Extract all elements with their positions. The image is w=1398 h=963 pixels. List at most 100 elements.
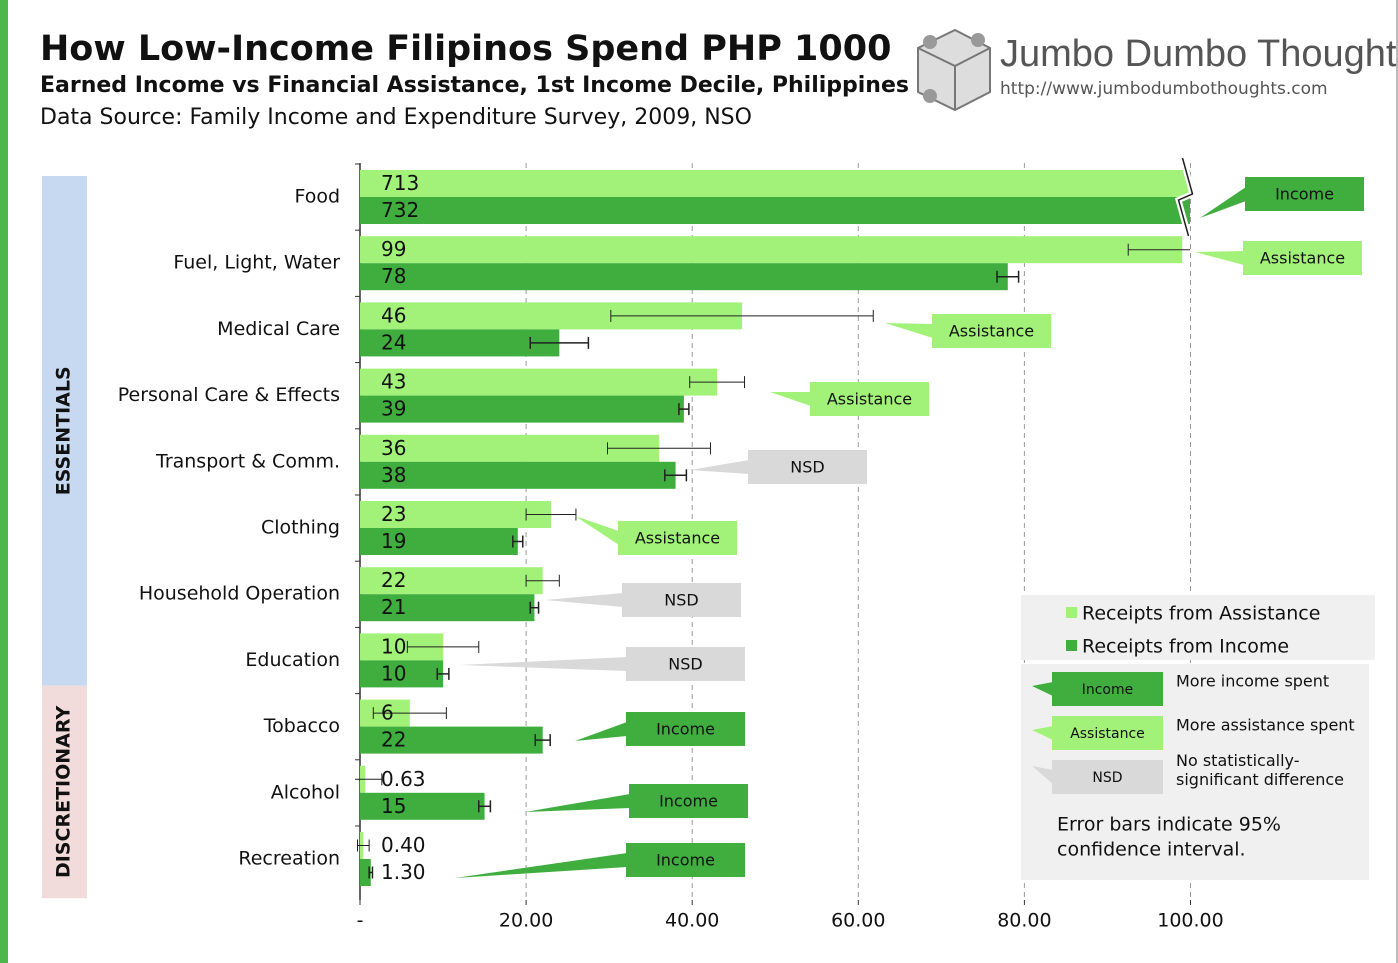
callout-box [932, 314, 1051, 348]
callout-label: Assistance [1260, 249, 1345, 268]
callout-label: Assistance [635, 529, 720, 548]
x-tick-label: 40.00 [665, 910, 719, 932]
callout-pointer [770, 392, 811, 406]
error-bar [678, 403, 690, 416]
callout-pointer [575, 516, 619, 545]
legend-swatch [1066, 640, 1077, 651]
callout-pointer [885, 323, 933, 338]
callout-label: NSD [664, 591, 698, 610]
bar [360, 368, 718, 396]
chart-source: Data Source: Family Income and Expenditu… [40, 105, 752, 130]
value-label: 0.40 [381, 833, 426, 857]
bar [360, 594, 535, 622]
error-bar [478, 800, 492, 813]
logo-icon [917, 28, 991, 112]
error-bar [525, 574, 560, 587]
callout-box [622, 583, 741, 617]
value-label: 78 [381, 264, 406, 288]
error-bar [689, 376, 746, 389]
bar [360, 567, 543, 595]
error-bar [357, 839, 370, 852]
error-bar [512, 535, 524, 548]
value-label: 99 [381, 237, 406, 261]
error-bar [1127, 243, 1190, 256]
value-label: 1.30 [381, 860, 426, 884]
callout-box [1052, 716, 1163, 750]
plot-area [355, 170, 1190, 886]
callout-label: NSD [790, 458, 824, 477]
value-label: 10 [381, 634, 406, 658]
value-label: 15 [381, 794, 406, 818]
x-tick-label: 100.00 [1157, 910, 1223, 932]
callout-box [1243, 241, 1362, 275]
error-bar [372, 707, 447, 720]
bar [360, 792, 485, 820]
callout-pointer [690, 460, 749, 474]
value-label: 713 [381, 171, 419, 195]
legend-swatch [1066, 607, 1077, 618]
bar [360, 660, 444, 688]
bar [360, 170, 1190, 197]
callout-label: NSD [1092, 770, 1122, 786]
category-label: Clothing [261, 517, 340, 539]
callout-label: Income [659, 792, 718, 811]
category-label: Transport & Comm. [155, 450, 340, 472]
group-label: ESSENTIALS [53, 366, 75, 495]
category-label: Personal Care & Effects [118, 384, 340, 406]
error-bar [529, 336, 590, 349]
value-label: 10 [381, 661, 406, 685]
error-bar [996, 270, 1020, 283]
category-label: Household Operation [139, 583, 340, 605]
key-description: No statistically- [1176, 751, 1299, 770]
callout-label: Income [656, 720, 715, 739]
logo-url: http://www.jumbodumbothoughts.com [1000, 79, 1328, 99]
bar [360, 263, 1008, 291]
callout-label: Assistance [949, 322, 1034, 341]
callout-pointer [1032, 726, 1053, 740]
value-label: 39 [381, 397, 406, 421]
category-label: Alcohol [271, 781, 340, 803]
callout-label: Assistance [1070, 726, 1145, 742]
callout-pointer [1032, 766, 1053, 784]
callout-pointer [545, 593, 623, 607]
callout-box [626, 843, 745, 877]
value-label: 24 [381, 330, 406, 354]
left-border [0, 0, 8, 963]
bar [360, 461, 676, 489]
right-border [1396, 0, 1398, 963]
x-tick-label: 80.00 [997, 910, 1051, 932]
category-label: Fuel, Light, Water [173, 252, 340, 274]
callout-pointer [575, 722, 627, 741]
bar [360, 501, 552, 528]
value-label: 46 [381, 303, 406, 327]
callout-pointer [460, 657, 627, 671]
chart-title: How Low-Income Filipinos Spend PHP 1000 [40, 29, 891, 69]
callout-box [629, 784, 748, 818]
error-bar [529, 601, 540, 614]
group-band [42, 176, 87, 686]
error-bar [664, 469, 688, 482]
legend-panel [1021, 595, 1375, 660]
axis-break [1177, 157, 1194, 237]
category-label: Education [245, 649, 340, 671]
callout-box [748, 450, 867, 484]
value-label: 0.63 [381, 767, 426, 791]
callout-label: Income [1275, 185, 1334, 204]
value-label: 6 [381, 701, 394, 725]
error-bar [525, 508, 577, 521]
bar [360, 236, 1183, 264]
x-tick-label: 20.00 [499, 910, 553, 932]
value-label: 732 [381, 198, 419, 222]
error-bar [406, 640, 480, 653]
callout-box [810, 382, 929, 416]
error-bar [606, 442, 711, 455]
key-description: More assistance spent [1176, 716, 1355, 735]
callout-label: Income [1082, 682, 1134, 698]
group-label: DISCRETIONARY [53, 706, 75, 878]
note: Error bars indicate 95% [1057, 814, 1281, 836]
category-label: Food [294, 186, 340, 208]
bar [360, 859, 371, 886]
legend-label: Receipts from Assistance [1082, 603, 1320, 625]
x-tick-label: 60.00 [831, 910, 885, 932]
